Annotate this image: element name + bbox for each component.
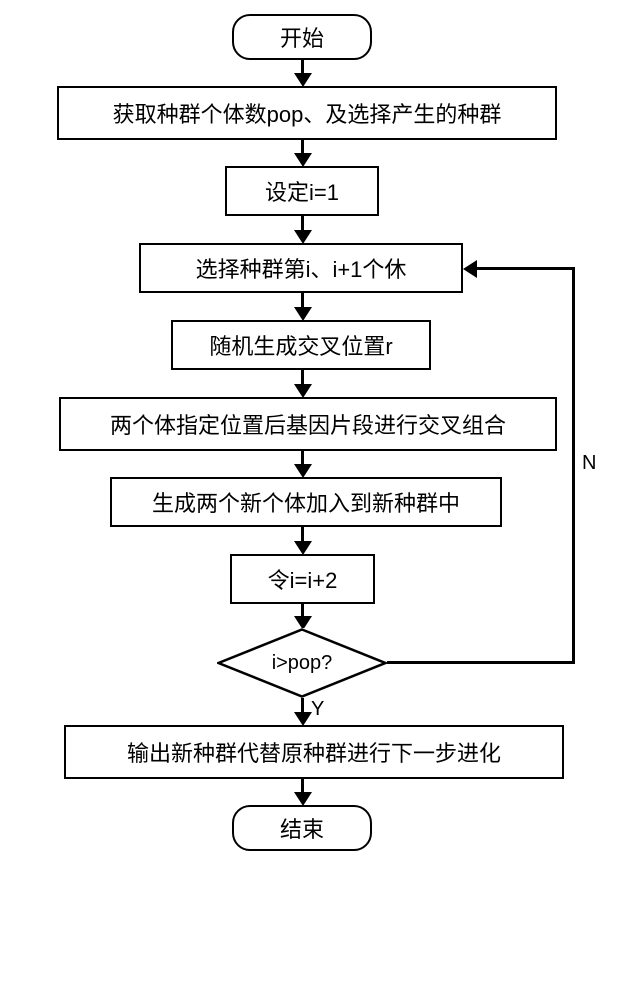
start-node: 开始 [232,14,372,60]
edge-line [385,661,575,664]
arrowhead [294,384,312,398]
edge-label-no: N [582,452,596,475]
p8-label: 输出新种群代替原种群进行下一步进化 [127,736,501,768]
p5-label: 两个体指定位置后基因片段进行交叉组合 [110,408,506,440]
end-label: 结束 [280,812,324,844]
arrowhead [294,73,312,87]
arrowhead [294,230,312,244]
decision-i-gt-pop: i>pop? [217,628,387,698]
flowchart-canvas: Y N 开始 获取种群个体数pop、及选择产生的种群 设定i=1 选择种群第i、… [0,0,618,1000]
process-random-r: 随机生成交叉位置r [171,320,431,370]
process-crossover: 两个体指定位置后基因片段进行交叉组合 [59,397,557,451]
p6-label: 生成两个新个体加入到新种群中 [152,486,460,518]
p1-label: 获取种群个体数pop、及选择产生的种群 [113,97,502,129]
p7-label: 令i=i+2 [268,563,338,595]
arrowhead [463,260,477,278]
p2-label: 设定i=1 [265,175,339,207]
arrowhead [294,541,312,555]
arrowhead [294,153,312,167]
process-set-i: 设定i=1 [225,166,379,216]
d1-label: i>pop? [272,652,333,675]
p3-label: 选择种群第i、i+1个休 [196,252,407,284]
process-new-individuals: 生成两个新个体加入到新种群中 [110,477,502,527]
arrowhead [294,464,312,478]
edge-line [572,267,575,664]
process-increment-i: 令i=i+2 [230,554,375,604]
edge-line [476,267,575,270]
arrowhead [294,792,312,806]
process-select-pair: 选择种群第i、i+1个休 [139,243,463,293]
process-output-pop: 输出新种群代替原种群进行下一步进化 [64,725,564,779]
arrowhead [294,712,312,726]
start-label: 开始 [280,21,324,53]
end-node: 结束 [232,805,372,851]
edge-label-yes: Y [311,698,324,721]
process-get-pop: 获取种群个体数pop、及选择产生的种群 [57,86,557,140]
p4-label: 随机生成交叉位置r [209,329,392,361]
arrowhead [294,307,312,321]
